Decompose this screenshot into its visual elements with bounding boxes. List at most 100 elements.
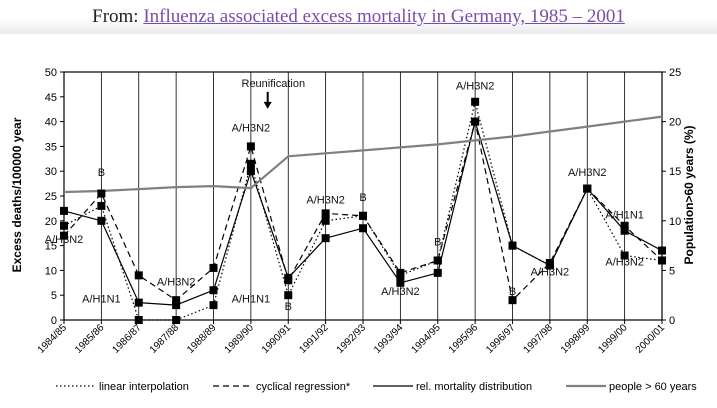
legend-label: rel. mortality distribution xyxy=(416,381,532,393)
data-point xyxy=(396,278,405,287)
x-tick-label: 1995/96 xyxy=(447,322,481,356)
data-point xyxy=(620,251,629,260)
y2-tick-label: 20 xyxy=(669,117,681,129)
page-header: From: Influenza associated excess mortal… xyxy=(0,0,717,34)
annotation-label: A/H3N2 xyxy=(45,234,84,246)
data-point xyxy=(433,268,442,277)
data-point xyxy=(97,216,106,225)
annotation-label: B xyxy=(359,192,366,204)
x-tick-label: 1985/86 xyxy=(73,322,107,356)
data-point xyxy=(134,316,143,324)
data-point xyxy=(583,184,592,193)
x-tick-label: 1986/87 xyxy=(111,322,145,356)
data-point xyxy=(284,291,293,300)
header-title: From: Influenza associated excess mortal… xyxy=(0,6,717,28)
x-tick-label: 1994/95 xyxy=(410,322,444,356)
x-tick-label: 1991/92 xyxy=(297,322,331,356)
annotation-label: A/H3N2 xyxy=(381,286,420,298)
x-tick-label: 1996/97 xyxy=(484,322,518,356)
x-tick-label: 2000/01 xyxy=(634,322,668,356)
x-tick-label: 1990/91 xyxy=(260,322,294,356)
data-point xyxy=(471,97,480,106)
data-point xyxy=(60,231,68,240)
data-point xyxy=(246,142,255,151)
data-point xyxy=(172,301,181,310)
y-axis-label: Excess deaths/100000 year xyxy=(10,117,24,272)
header-prefix: From: xyxy=(92,6,139,27)
annotation-label: A/H1N1 xyxy=(605,209,644,221)
y-tick-label: 25 xyxy=(45,191,57,203)
data-point xyxy=(97,189,106,198)
y-tick-label: 50 xyxy=(45,67,57,79)
annotation-label: B xyxy=(98,167,105,179)
annotation-label: B xyxy=(285,301,292,313)
data-point xyxy=(620,221,629,230)
y-tick-label: 5 xyxy=(51,290,57,302)
y-tick-label: 30 xyxy=(45,166,57,178)
data-point xyxy=(359,224,367,233)
annotation-label: A/H1N1 xyxy=(82,294,121,306)
legend-label: people > 60 years xyxy=(609,381,697,393)
annotation-label: A/H3N2 xyxy=(456,80,495,92)
data-point xyxy=(209,263,218,272)
data-point xyxy=(246,167,255,176)
reunification-arrowhead xyxy=(263,101,272,109)
data-point xyxy=(134,298,143,307)
annotation-label: B xyxy=(434,237,441,249)
series-line-people-60-years xyxy=(63,115,663,194)
data-point xyxy=(396,268,405,277)
y2-tick-label: 5 xyxy=(669,265,675,277)
data-point xyxy=(359,211,367,220)
annotation-label: A/H3N2 xyxy=(531,266,570,278)
annotation-label: B xyxy=(509,286,516,298)
y2-tick-label: 0 xyxy=(669,315,675,327)
x-tick-label: 1999/00 xyxy=(596,322,630,356)
data-point xyxy=(60,221,68,230)
x-tick-label: 1988/89 xyxy=(185,322,219,356)
data-point xyxy=(246,159,255,168)
y-tick-label: 20 xyxy=(45,216,57,228)
data-point xyxy=(321,209,330,218)
annotation-label: A/H3N2 xyxy=(157,276,196,288)
x-tick-label: 1992/93 xyxy=(335,322,369,356)
legend-label: linear interpolation xyxy=(99,381,189,393)
data-point xyxy=(209,286,218,295)
y-tick-label: 10 xyxy=(45,265,57,277)
data-point xyxy=(60,206,68,215)
annotation-label: A/H3N2 xyxy=(605,256,644,268)
data-point xyxy=(658,256,666,265)
y-tick-label: 15 xyxy=(45,241,57,253)
data-point xyxy=(545,261,554,270)
source-link[interactable]: Influenza associated excess mortality in… xyxy=(143,6,625,27)
x-tick-label: 1989/90 xyxy=(223,322,257,356)
data-point xyxy=(284,273,293,282)
data-point xyxy=(433,256,442,265)
annotation-label: A/H1N1 xyxy=(232,294,271,306)
x-tick-label: 1987/88 xyxy=(148,322,182,356)
x-tick-label: 1997/98 xyxy=(522,322,556,356)
x-tick-label: 1993/94 xyxy=(372,322,406,356)
data-point xyxy=(471,117,480,126)
y-tick-label: 0 xyxy=(51,315,57,327)
data-point xyxy=(321,216,330,225)
data-point xyxy=(508,296,517,305)
data-point xyxy=(620,226,629,235)
x-tick-label: 1984/85 xyxy=(36,322,70,356)
annotation-label: A/H3N2 xyxy=(306,194,345,206)
data-point xyxy=(97,201,106,210)
y-tick-label: 45 xyxy=(45,92,57,104)
y-tick-label: 35 xyxy=(45,141,57,153)
y2-tick-label: 25 xyxy=(669,67,681,79)
legend-label: cyclical regression* xyxy=(256,381,351,393)
y-tick-label: 40 xyxy=(45,117,57,129)
data-point xyxy=(172,316,181,324)
data-point xyxy=(508,241,517,250)
data-point xyxy=(172,296,181,305)
data-point xyxy=(209,301,218,310)
y2-axis-label: Population>60 years (%) xyxy=(682,125,696,264)
data-point xyxy=(321,234,330,243)
data-point xyxy=(658,246,666,255)
annotation-label: A/H3N2 xyxy=(232,123,271,135)
data-point xyxy=(134,271,143,280)
